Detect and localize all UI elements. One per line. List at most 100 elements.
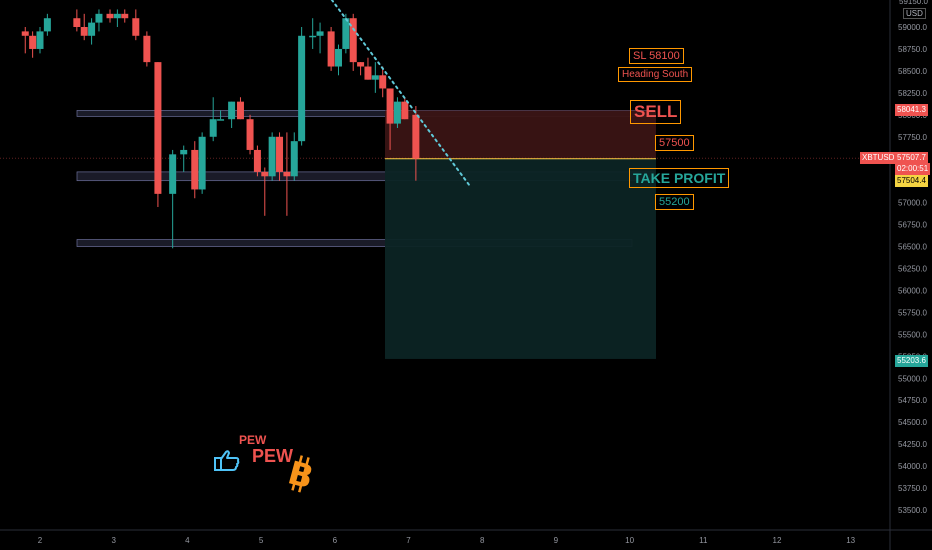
time-tick-label: 9 xyxy=(554,536,559,545)
entry-price-tag: 57504.4 xyxy=(895,175,928,187)
candle-up xyxy=(88,22,96,36)
time-tick-label: 11 xyxy=(699,536,708,545)
bitcoin-icon: B xyxy=(284,452,317,496)
candle-countdown-tag: 02:00:51 xyxy=(895,163,931,175)
candle-down xyxy=(132,18,140,36)
candle-down xyxy=(73,18,81,27)
candle-up xyxy=(169,154,177,194)
time-tick-label: 13 xyxy=(846,536,855,545)
candle-up xyxy=(342,18,350,49)
trendline-dotted xyxy=(330,0,471,187)
candle-down xyxy=(106,13,114,19)
candle-down xyxy=(80,27,88,36)
price-tick-label: 55500.0 xyxy=(898,330,927,339)
time-tick-label: 6 xyxy=(333,536,338,545)
candle-down xyxy=(386,88,394,124)
descending-trendline xyxy=(330,0,471,187)
time-tick-label: 2 xyxy=(38,536,43,545)
time-tick-label: 8 xyxy=(480,536,485,545)
stop-loss-label[interactable]: SL 58100 xyxy=(629,48,684,64)
axis-top-partial-price: 59150.0 xyxy=(899,0,928,6)
price-tick-label: 57000.0 xyxy=(898,199,927,208)
time-tick-label: 4 xyxy=(185,536,190,545)
candle-up xyxy=(209,119,217,137)
price-tick-label: 53750.0 xyxy=(898,484,927,493)
price-tick-label: 53500.0 xyxy=(898,506,927,515)
time-tick-label: 10 xyxy=(625,536,634,545)
symbol-tag: XBTUSD xyxy=(860,152,897,164)
price-tick-label: 58750.0 xyxy=(898,45,927,54)
candle-up xyxy=(36,31,44,49)
price-tick-label: 54000.0 xyxy=(898,462,927,471)
candle-down xyxy=(154,62,162,194)
candle-up xyxy=(316,31,324,36)
candle-up xyxy=(113,13,121,19)
price-axis: 59000.058750.058500.058250.058000.057750… xyxy=(898,23,927,515)
candle-down xyxy=(276,136,284,172)
time-axis: 2 3 4 5 6 7 8 9 10 11 12 13 xyxy=(38,536,856,545)
candle-down xyxy=(357,62,365,67)
price-tick-label: 58500.0 xyxy=(898,67,927,76)
time-tick-label: 7 xyxy=(406,536,411,545)
price-tick-label: 56250.0 xyxy=(898,265,927,274)
candle-down xyxy=(379,75,387,89)
price-tick-label: 54500.0 xyxy=(898,418,927,427)
candle-up xyxy=(371,75,379,80)
candle-up xyxy=(198,136,206,190)
short-position-tool xyxy=(0,110,890,359)
price-tick-label: 59000.0 xyxy=(898,23,927,32)
candle-down xyxy=(261,171,269,177)
candle-up xyxy=(334,48,342,67)
candle-up xyxy=(268,136,276,177)
price-tick-label: 58250.0 xyxy=(898,89,927,98)
current-price-tag: 57507.7 xyxy=(895,152,928,164)
time-tick-label: 12 xyxy=(773,536,782,545)
candle-down xyxy=(401,101,409,120)
candle-up xyxy=(290,141,298,177)
price-tick-label: 54750.0 xyxy=(898,396,927,405)
candle-down xyxy=(253,149,261,172)
take-profit-label[interactable]: TAKE PROFIT xyxy=(629,168,730,188)
candle-up xyxy=(180,149,188,155)
candle-down xyxy=(236,101,244,120)
price-tick-label: 55750.0 xyxy=(898,308,927,317)
heading-south-label[interactable]: Heading South xyxy=(618,67,693,82)
stop-price-tag: 58041.3 xyxy=(895,104,928,116)
candle-up xyxy=(309,35,317,38)
candle-down xyxy=(283,171,291,177)
candle-up xyxy=(393,101,401,124)
candle-up xyxy=(43,18,51,32)
candlestick-series xyxy=(21,9,420,249)
time-tick-label: 3 xyxy=(111,536,116,545)
stop-loss-zone xyxy=(385,110,656,159)
candle-down xyxy=(364,66,372,80)
candle-down xyxy=(327,31,335,67)
candle-up xyxy=(228,101,236,120)
price-tick-label: 55000.0 xyxy=(898,374,927,383)
price-tick-label: 56000.0 xyxy=(898,286,927,295)
candle-down xyxy=(121,13,129,19)
pew-large-text: PEW xyxy=(252,446,294,466)
entry-price-label[interactable]: 57500 xyxy=(655,135,694,151)
candle-down xyxy=(349,18,357,63)
sell-label[interactable]: SELL xyxy=(630,100,682,124)
time-tick-label: 5 xyxy=(259,536,264,545)
price-tick-label: 57750.0 xyxy=(898,133,927,142)
pew-small-text: PEW xyxy=(239,433,267,447)
candle-down xyxy=(191,149,199,190)
take-profit-zone xyxy=(385,158,656,359)
candle-down xyxy=(143,35,151,63)
candle-up xyxy=(217,119,225,121)
pointing-hand-icon xyxy=(212,448,240,474)
price-tick-label: 56500.0 xyxy=(898,243,927,252)
candle-up xyxy=(95,13,103,23)
price-tick-label: 56750.0 xyxy=(898,221,927,230)
candle-down xyxy=(21,31,29,36)
take-profit-price-tag: 55203.6 xyxy=(895,355,928,367)
candle-up xyxy=(298,35,306,142)
candle-down xyxy=(29,35,37,49)
axis-currency-label: USD xyxy=(903,8,926,19)
take-profit-value-label[interactable]: 55200 xyxy=(655,194,694,210)
